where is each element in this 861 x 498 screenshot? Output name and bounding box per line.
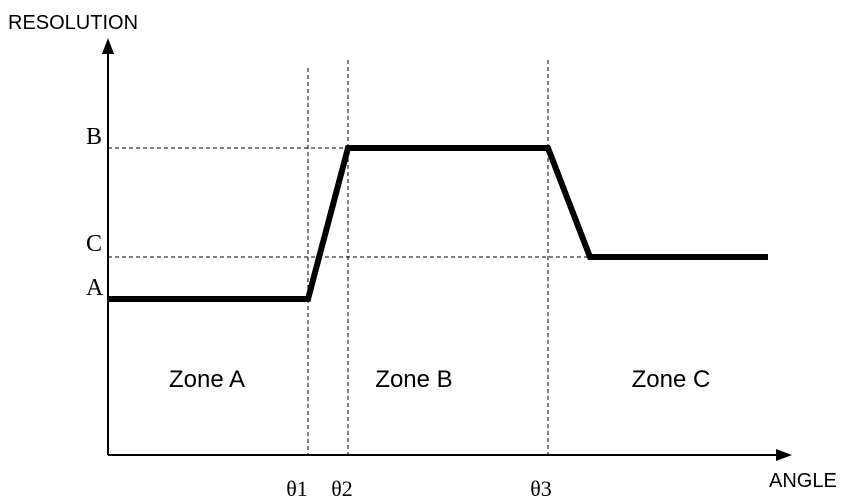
- x-axis-arrow: [776, 449, 792, 461]
- resolution-curve: [108, 145, 768, 302]
- level-label: A: [86, 275, 104, 301]
- angle-label: θ2: [331, 476, 353, 498]
- angle-label: θ1: [286, 476, 308, 498]
- level-label: B: [86, 124, 102, 150]
- y-axis-label: RESOLUTION: [8, 12, 138, 34]
- zone-label: Zone B: [375, 366, 452, 393]
- y-axis-arrow: [102, 38, 114, 54]
- x-axis-label: ANGLE: [769, 470, 837, 492]
- zone-label: Zone C: [632, 366, 711, 393]
- angle-label: θ3: [530, 476, 552, 498]
- zone-label: Zone A: [169, 366, 245, 393]
- level-label: C: [86, 231, 102, 257]
